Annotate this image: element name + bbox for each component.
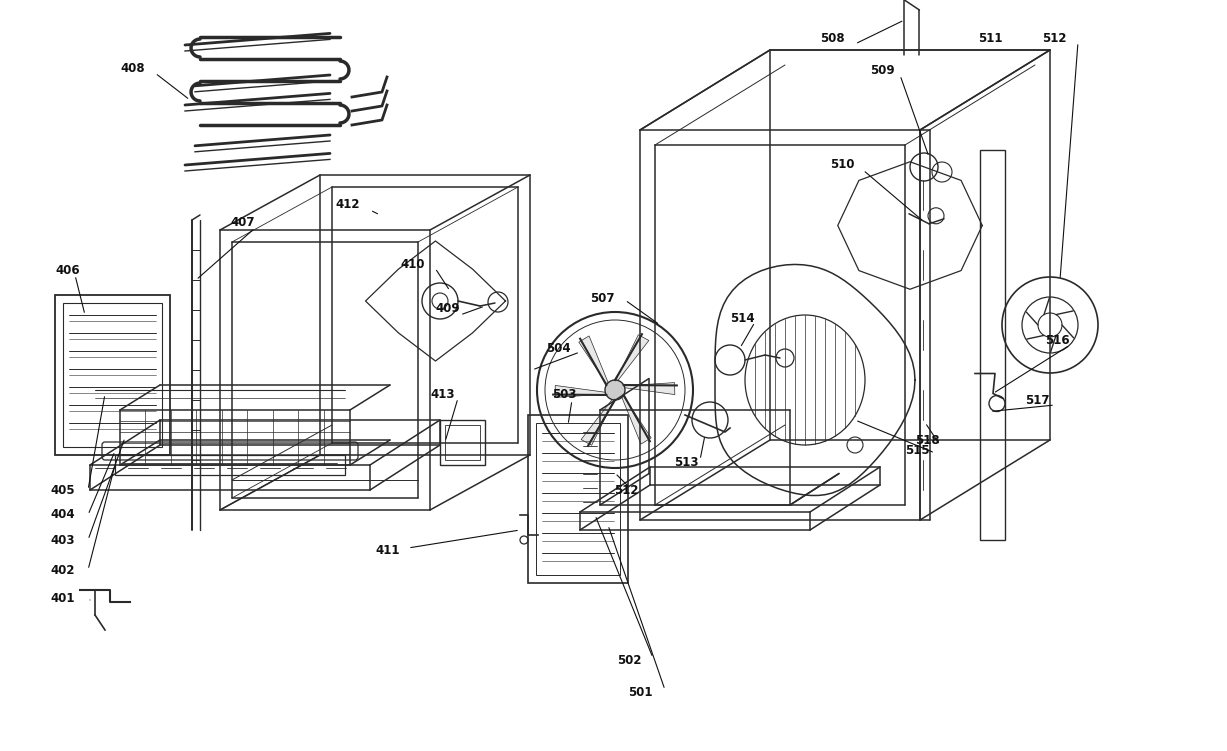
- Bar: [536, 423, 620, 575]
- Text: 405: 405: [50, 484, 75, 496]
- Text: 413: 413: [429, 388, 454, 402]
- Text: 410: 410: [400, 258, 425, 272]
- Bar: [63, 303, 162, 447]
- Bar: [980, 150, 1005, 540]
- Text: 511: 511: [978, 32, 1002, 44]
- Text: 408: 408: [120, 62, 145, 74]
- Text: 402: 402: [50, 563, 75, 577]
- Text: 403: 403: [50, 533, 75, 547]
- Polygon shape: [622, 382, 675, 394]
- Text: 512: 512: [614, 484, 638, 496]
- Polygon shape: [621, 394, 652, 444]
- Polygon shape: [615, 335, 649, 382]
- Text: 501: 501: [628, 686, 653, 698]
- Polygon shape: [579, 336, 609, 386]
- Text: 411: 411: [375, 544, 400, 556]
- Text: 503: 503: [552, 388, 577, 402]
- Text: 514: 514: [730, 312, 755, 324]
- Bar: [528, 415, 628, 583]
- Polygon shape: [555, 385, 609, 397]
- Text: 508: 508: [820, 32, 844, 44]
- Text: 518: 518: [915, 433, 940, 447]
- Text: 515: 515: [906, 444, 930, 457]
- Text: 510: 510: [829, 158, 854, 171]
- Polygon shape: [582, 398, 615, 445]
- Text: 401: 401: [50, 592, 75, 605]
- Text: 512: 512: [1042, 32, 1066, 44]
- Text: 406: 406: [55, 264, 80, 276]
- Text: 513: 513: [674, 456, 698, 469]
- Bar: [445, 425, 480, 460]
- Text: 502: 502: [617, 653, 642, 666]
- Text: 516: 516: [1045, 333, 1070, 346]
- Text: 509: 509: [870, 64, 894, 77]
- Bar: [440, 420, 485, 465]
- Circle shape: [605, 380, 625, 400]
- Text: 407: 407: [229, 216, 254, 230]
- Text: 504: 504: [546, 342, 571, 354]
- Bar: [115, 455, 345, 475]
- Text: 507: 507: [590, 291, 615, 304]
- Bar: [55, 295, 171, 455]
- Text: 517: 517: [1025, 394, 1049, 406]
- Text: 404: 404: [50, 508, 75, 521]
- Text: 409: 409: [436, 301, 460, 315]
- Text: 412: 412: [335, 198, 360, 212]
